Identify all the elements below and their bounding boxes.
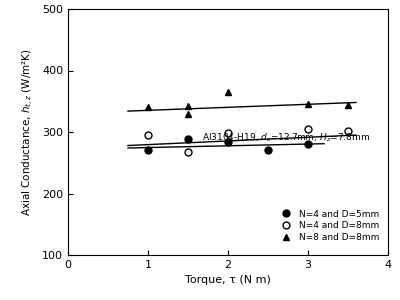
Y-axis label: Axial Conductance, $h_{t,z}$ (W/m²K): Axial Conductance, $h_{t,z}$ (W/m²K) bbox=[21, 48, 36, 216]
Text: Al3104-H19, $d_c$=12.7mm, $H_z$=7.8mm: Al3104-H19, $d_c$=12.7mm, $H_z$=7.8mm bbox=[202, 132, 370, 145]
X-axis label: Torque, τ (N m): Torque, τ (N m) bbox=[185, 275, 271, 285]
Legend: N=4 and D=5mm, N=4 and D=8mm, N=8 and D=8mm: N=4 and D=5mm, N=4 and D=8mm, N=8 and D=… bbox=[273, 206, 384, 246]
